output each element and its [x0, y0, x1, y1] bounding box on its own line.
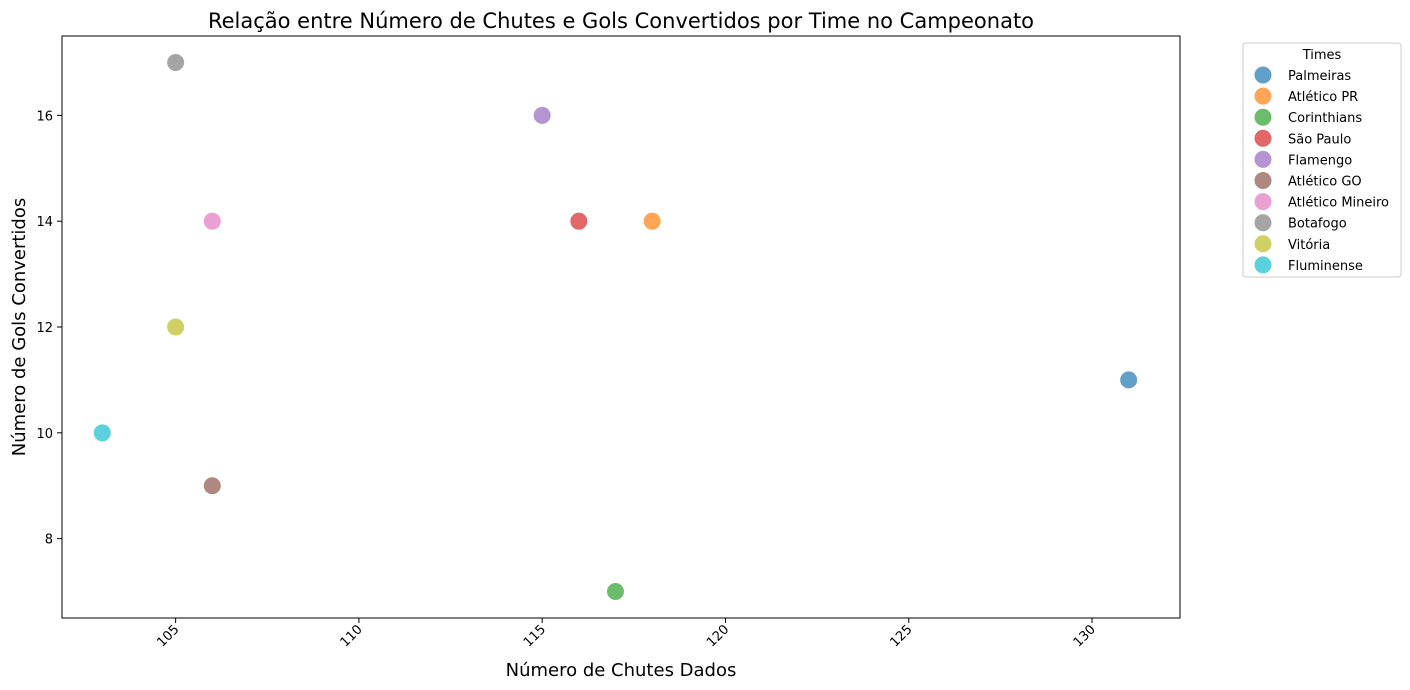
legend: Times Palmeiras Atlético PR Corinthians São… — [1242, 42, 1402, 278]
x-tick-label: 125 — [887, 622, 915, 650]
legend-frame — [1242, 42, 1402, 278]
data-point — [166, 52, 186, 72]
legend-marker — [1253, 171, 1273, 190]
y-tick-label: 14 — [36, 215, 53, 230]
legend-marker — [1253, 213, 1273, 233]
y-tick-label: 16 — [36, 109, 53, 124]
legend-marker — [1253, 86, 1273, 106]
legend-label: Fluminense — [1288, 259, 1363, 274]
plot-frame — [61, 35, 1181, 619]
legend-marker — [1253, 192, 1273, 212]
x-axis-label: Número de Chutes Dados — [506, 660, 737, 681]
x-tick-label: 115 — [521, 622, 549, 650]
legend-label: Palmeiras — [1288, 69, 1351, 84]
legend-label: Flamengo — [1288, 153, 1352, 168]
data-point — [202, 476, 222, 496]
legend-marker — [1253, 234, 1273, 254]
y-axis: 8 10 12 14 16 — [36, 109, 62, 548]
data-point — [202, 211, 222, 231]
legend-title: Times — [1302, 48, 1342, 63]
legend-marker — [1253, 149, 1273, 169]
x-axis: 105 110 115 120 125 130 — [154, 618, 1099, 650]
legend-marker — [1253, 128, 1273, 148]
legend-label: São Paulo — [1288, 132, 1351, 147]
y-tick-label: 8 — [45, 533, 53, 548]
legend-marker — [1253, 107, 1273, 127]
data-point — [642, 211, 662, 231]
legend-marker — [1253, 65, 1273, 85]
legend-label: Atlético PR — [1288, 90, 1358, 105]
y-tick-label: 10 — [36, 427, 53, 442]
data-point — [569, 211, 589, 231]
x-tick-label: 120 — [704, 622, 732, 650]
x-tick-label: 110 — [338, 622, 366, 650]
y-axis-label: Número de Gols Convertidos — [9, 198, 30, 457]
legend-marker — [1253, 255, 1273, 275]
data-point — [166, 317, 186, 337]
x-tick-label: 105 — [154, 622, 182, 650]
chart-title: Relação entre Número de Chutes e Gols Co… — [208, 9, 1034, 33]
data-points — [92, 52, 1139, 602]
y-tick-label: 12 — [36, 321, 53, 336]
legend-label: Atlético Mineiro — [1288, 196, 1389, 211]
legend-label: Vitória — [1288, 238, 1330, 253]
data-point — [1119, 370, 1139, 390]
data-point — [92, 423, 112, 443]
data-point — [532, 105, 552, 125]
plot-area — [61, 35, 1181, 619]
legend-label: Atlético GO — [1288, 175, 1362, 190]
legend-label: Corinthians — [1288, 111, 1362, 126]
x-tick-label: 130 — [1071, 622, 1099, 650]
legend-label: Botafogo — [1288, 217, 1347, 232]
data-point — [606, 582, 626, 602]
